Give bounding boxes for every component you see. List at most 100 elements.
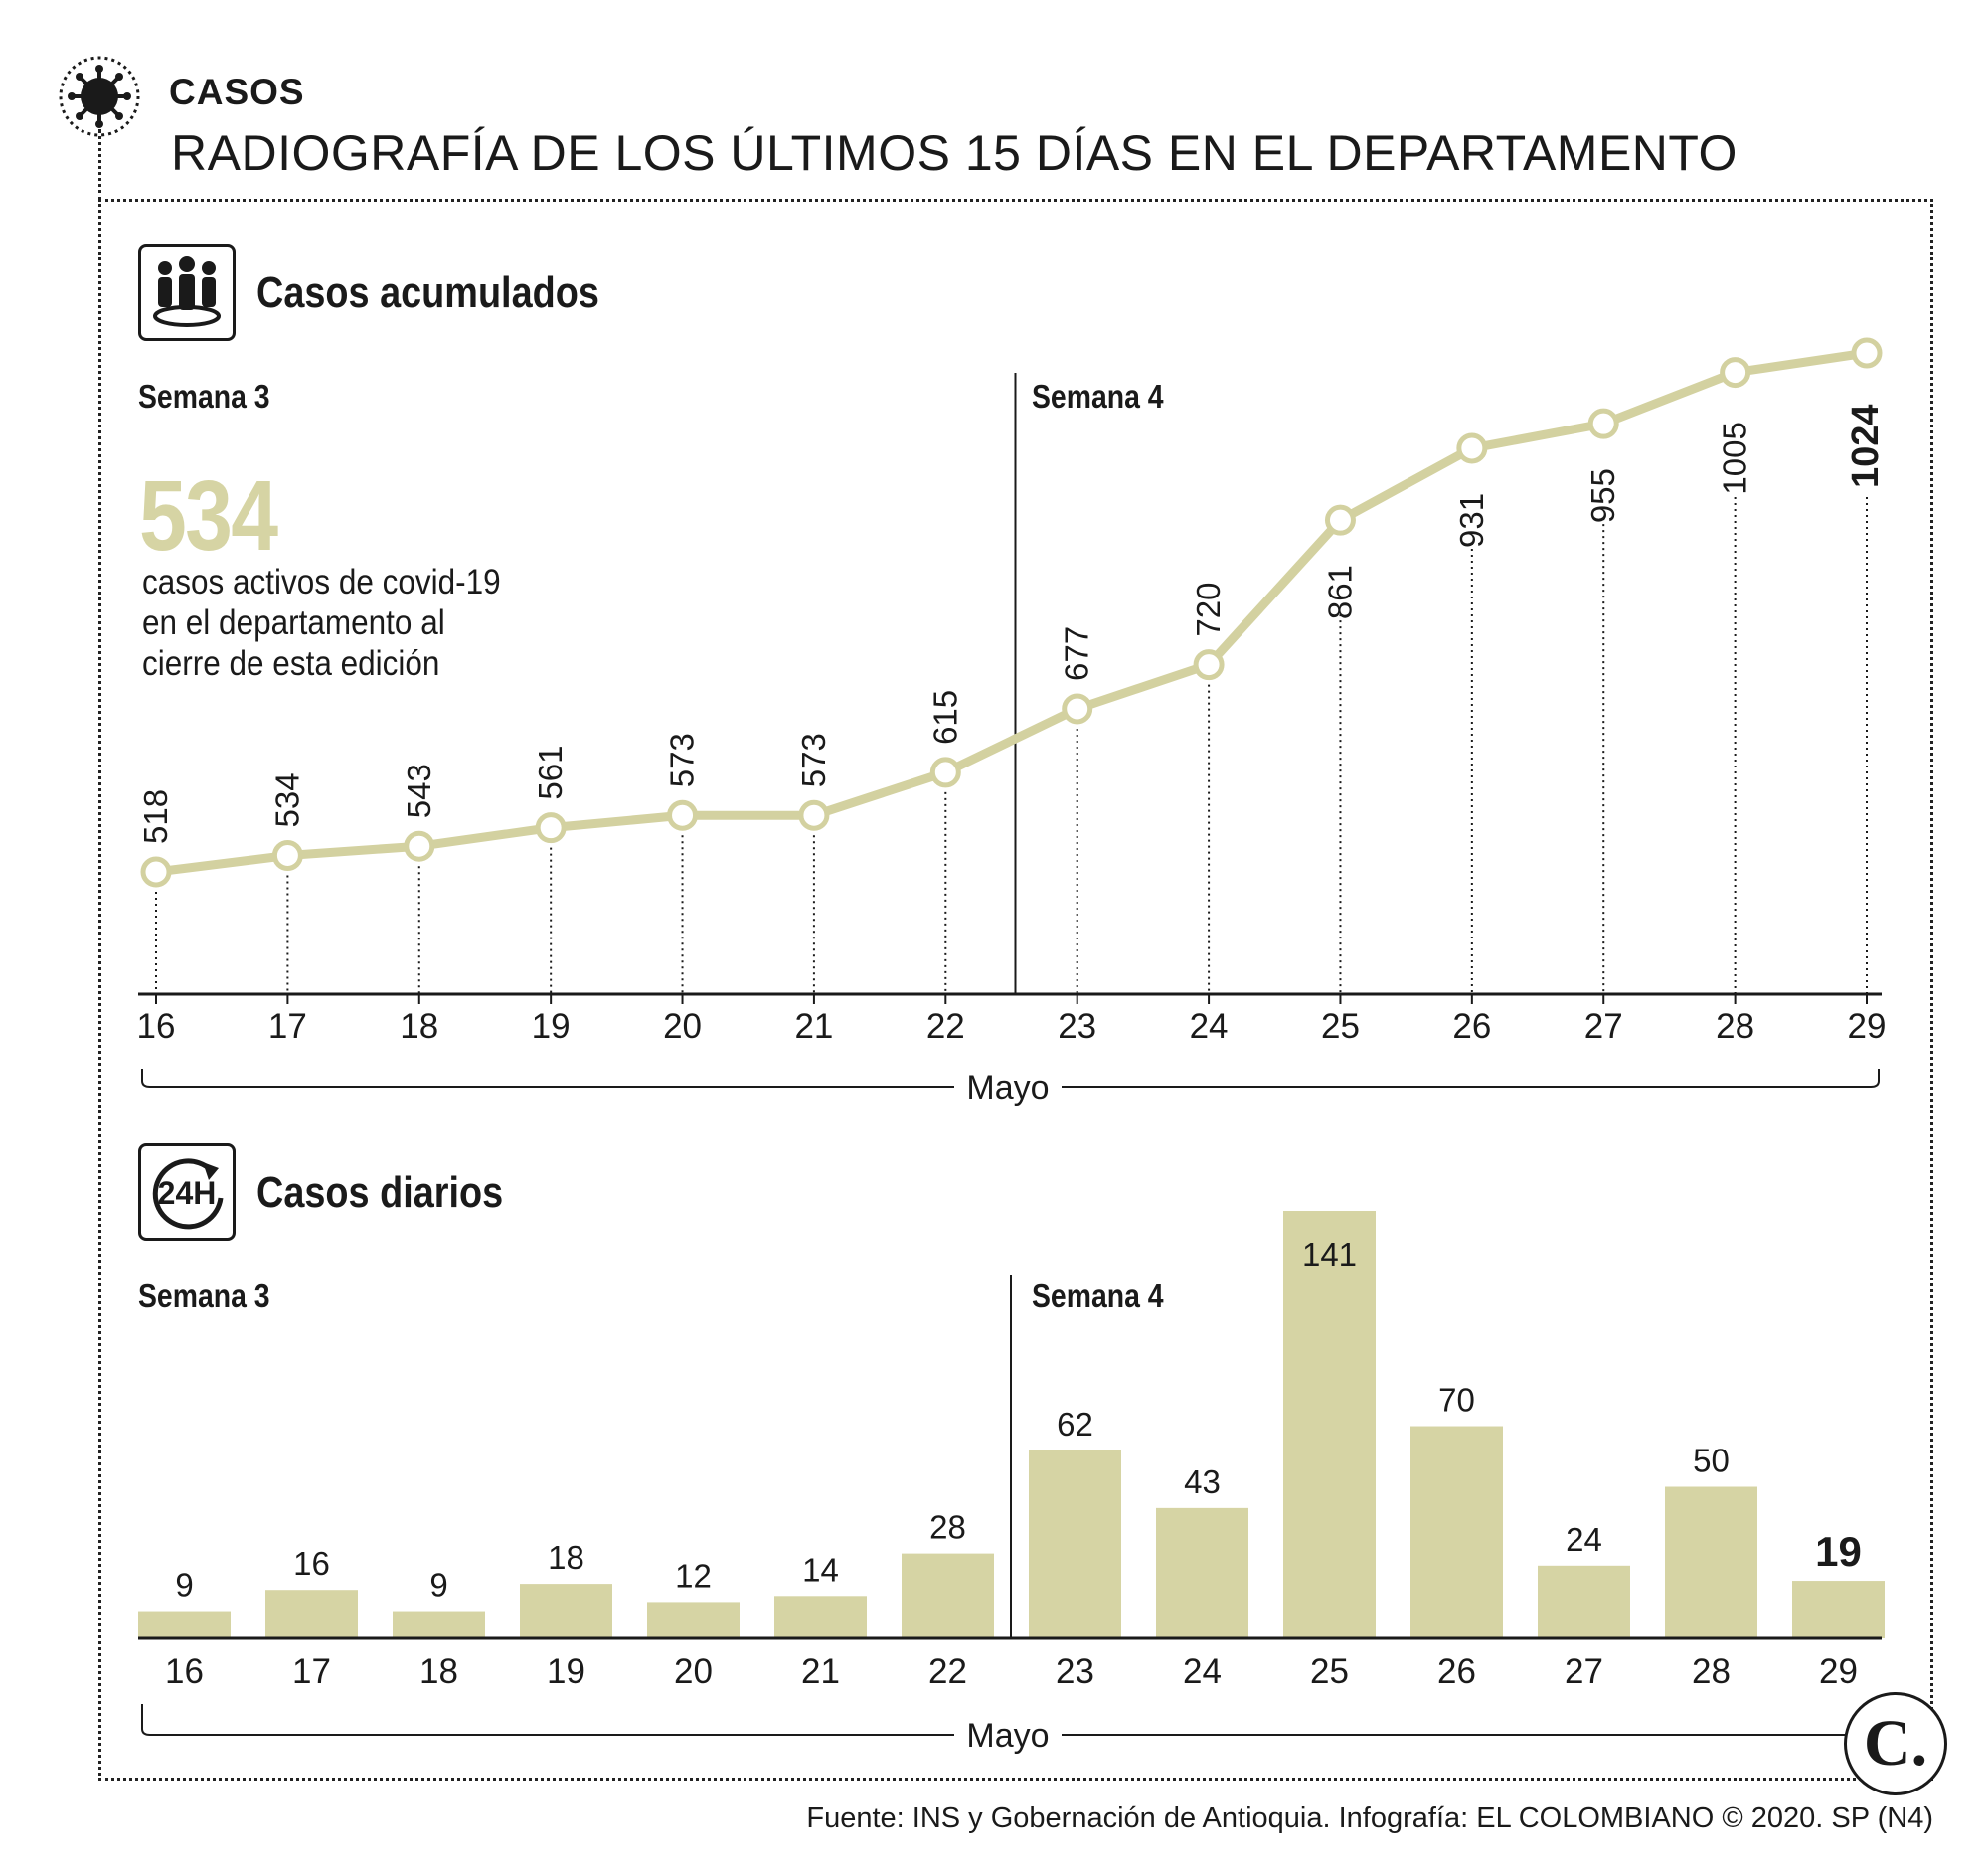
cumulative-section-title: Casos acumulados — [256, 268, 599, 317]
x-tick-label: 19 — [547, 1652, 585, 1691]
bar — [1410, 1426, 1503, 1638]
content-frame — [98, 199, 1933, 1781]
x-tick-label: 29 — [1819, 1652, 1858, 1691]
x-tick-label: 18 — [419, 1652, 458, 1691]
people-group-icon — [138, 244, 236, 341]
el-colombiano-logo: C. — [1844, 1692, 1947, 1795]
bar-value-label: 141 — [1302, 1236, 1357, 1273]
x-tick-label: 24 — [1190, 1007, 1229, 1046]
x-tick-label: 17 — [268, 1007, 307, 1046]
data-point — [1720, 357, 1751, 389]
bar-value-label: 9 — [175, 1567, 193, 1604]
bracket-left — [141, 1069, 954, 1088]
bar-value-label: 16 — [293, 1545, 330, 1582]
x-tick-label: 27 — [1565, 1652, 1603, 1691]
data-point — [1324, 504, 1356, 536]
data-label: 615 — [926, 690, 963, 745]
data-label: 543 — [401, 764, 437, 818]
data-point — [1062, 693, 1093, 725]
data-point — [667, 799, 699, 831]
x-tick-label: 25 — [1321, 1007, 1360, 1046]
data-label: 861 — [1321, 565, 1358, 619]
data-label: 677 — [1059, 626, 1095, 681]
bar-value-label: 12 — [675, 1557, 712, 1594]
bar — [1538, 1565, 1630, 1638]
bar-value-label: 24 — [1566, 1521, 1602, 1558]
header-kicker: CASOS — [169, 72, 305, 112]
cumulative-week-4-label: Semana 4 — [1032, 378, 1164, 415]
bar — [647, 1602, 740, 1638]
x-tick-label: 16 — [137, 1007, 176, 1046]
virus-icon — [58, 55, 141, 138]
data-point — [798, 799, 830, 831]
bar-value-label: 70 — [1438, 1382, 1475, 1419]
bar — [1792, 1581, 1885, 1638]
bar — [1156, 1507, 1248, 1638]
data-point — [929, 757, 961, 788]
active-cases-caption: casos activos de covid-19 en el departam… — [142, 563, 501, 683]
data-point — [404, 830, 435, 862]
data-point — [1587, 408, 1619, 439]
daily-week-4-label: Semana 4 — [1032, 1278, 1164, 1314]
x-tick-label: 20 — [663, 1007, 702, 1046]
bar — [265, 1590, 358, 1638]
data-label: 1005 — [1717, 422, 1753, 494]
page-title: RADIOGRAFÍA DE LOS ÚLTIMOS 15 DÍAS EN EL… — [171, 125, 1738, 181]
x-tick-label: 23 — [1058, 1007, 1096, 1046]
data-point — [271, 839, 303, 871]
x-tick-label: 16 — [165, 1652, 204, 1691]
bar — [520, 1584, 612, 1638]
data-point — [535, 812, 567, 844]
x-tick-label: 17 — [292, 1652, 331, 1691]
bar — [1029, 1450, 1121, 1638]
data-label: 931 — [1453, 493, 1490, 548]
cumulative-series-line — [155, 348, 1868, 877]
x-axis-label: Mayo — [966, 1717, 1049, 1755]
data-point — [1851, 337, 1883, 369]
cumulative-week-3-label: Semana 3 — [138, 378, 270, 415]
bar — [1665, 1486, 1757, 1638]
daily-week-3-label: Semana 3 — [138, 1278, 270, 1314]
data-label: 720 — [1190, 583, 1227, 637]
bar-value-label: 9 — [429, 1567, 447, 1604]
x-tick-label: 18 — [400, 1007, 438, 1046]
bar — [902, 1553, 994, 1638]
data-point — [1193, 649, 1225, 681]
bar-value-label: 43 — [1184, 1463, 1221, 1500]
x-tick-label: 28 — [1692, 1652, 1731, 1691]
bar-value-label: 50 — [1693, 1443, 1730, 1479]
bar-value-label: 62 — [1057, 1406, 1093, 1443]
data-label: 573 — [795, 733, 832, 787]
bracket-right — [1062, 1069, 1880, 1088]
bar-value-label: 28 — [929, 1509, 966, 1546]
bar-value-label: 18 — [548, 1539, 584, 1576]
x-tick-label: 23 — [1056, 1652, 1094, 1691]
x-tick-label: 19 — [532, 1007, 571, 1046]
x-tick-label: 20 — [674, 1652, 713, 1691]
data-label: 561 — [532, 746, 569, 800]
x-tick-label: 28 — [1716, 1007, 1754, 1046]
bar-value-label: 19 — [1815, 1528, 1862, 1575]
bar — [138, 1611, 231, 1638]
source-credit: Fuente: INS y Gobernación de Antioquia. … — [806, 1802, 1933, 1834]
x-tick-label: 22 — [928, 1652, 967, 1691]
data-point — [140, 856, 172, 888]
x-tick-label: 25 — [1310, 1652, 1349, 1691]
x-tick-label: 21 — [801, 1652, 840, 1691]
bracket-left — [141, 1704, 954, 1736]
bar — [774, 1596, 867, 1638]
data-point — [1456, 432, 1488, 464]
x-tick-label: 26 — [1452, 1007, 1491, 1046]
svg-text:24H: 24H — [158, 1175, 217, 1211]
x-tick-label: 26 — [1437, 1652, 1476, 1691]
data-label: 1024 — [1845, 404, 1887, 488]
x-tick-label: 27 — [1584, 1007, 1623, 1046]
x-axis-label: Mayo — [966, 1069, 1049, 1107]
data-label: 573 — [664, 733, 701, 787]
x-tick-label: 24 — [1183, 1652, 1222, 1691]
x-tick-label: 29 — [1848, 1007, 1887, 1046]
active-cases-number: 534 — [139, 460, 278, 572]
daily-section-title: Casos diarios — [256, 1168, 504, 1217]
